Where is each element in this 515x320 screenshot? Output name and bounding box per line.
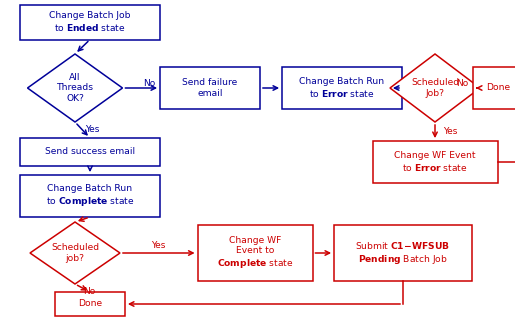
FancyBboxPatch shape bbox=[334, 225, 472, 281]
Text: Done: Done bbox=[78, 300, 102, 308]
FancyBboxPatch shape bbox=[55, 292, 125, 316]
Text: Scheduled
job?: Scheduled job? bbox=[51, 243, 99, 263]
Text: Change WF
Event to
$\mathit{\mathbf{Complete}}$ state: Change WF Event to $\mathit{\mathbf{Comp… bbox=[217, 236, 293, 270]
Text: Scheduled
Job?: Scheduled Job? bbox=[411, 78, 459, 98]
Text: No: No bbox=[143, 78, 155, 87]
FancyBboxPatch shape bbox=[20, 175, 160, 217]
FancyBboxPatch shape bbox=[20, 4, 160, 39]
Text: Yes: Yes bbox=[443, 127, 457, 136]
FancyBboxPatch shape bbox=[197, 225, 313, 281]
Text: Submit $\mathbf{C1\!-\!WFSUB}$
$\mathit{\mathbf{Pending}}$ Batch Job: Submit $\mathbf{C1\!-\!WFSUB}$ $\mathit{… bbox=[355, 240, 451, 266]
Polygon shape bbox=[390, 54, 480, 122]
Text: Send failure
email: Send failure email bbox=[182, 78, 237, 98]
FancyBboxPatch shape bbox=[473, 67, 515, 109]
FancyBboxPatch shape bbox=[20, 138, 160, 166]
Text: Change WF Event
to $\mathit{\mathbf{Error}}$ state: Change WF Event to $\mathit{\mathbf{Erro… bbox=[394, 151, 476, 173]
FancyBboxPatch shape bbox=[372, 141, 497, 183]
FancyBboxPatch shape bbox=[282, 67, 402, 109]
Polygon shape bbox=[30, 222, 120, 284]
Text: Send success email: Send success email bbox=[45, 148, 135, 156]
FancyBboxPatch shape bbox=[160, 67, 260, 109]
Text: Change Batch Run
to $\mathit{\mathbf{Complete}}$ state: Change Batch Run to $\mathit{\mathbf{Com… bbox=[46, 184, 134, 208]
Text: Change Batch Job
to $\mathit{\mathbf{Ended}}$ state: Change Batch Job to $\mathit{\mathbf{End… bbox=[49, 11, 131, 33]
Text: Yes: Yes bbox=[151, 242, 166, 251]
Text: No: No bbox=[83, 286, 95, 295]
Text: Yes: Yes bbox=[85, 124, 99, 133]
Text: All
Threads
OK?: All Threads OK? bbox=[57, 73, 94, 103]
Text: No: No bbox=[456, 78, 468, 87]
Text: Change Batch Run
to $\mathit{\mathbf{Error}}$ state: Change Batch Run to $\mathit{\mathbf{Err… bbox=[299, 77, 385, 99]
Text: Done: Done bbox=[486, 84, 510, 92]
Polygon shape bbox=[27, 54, 123, 122]
